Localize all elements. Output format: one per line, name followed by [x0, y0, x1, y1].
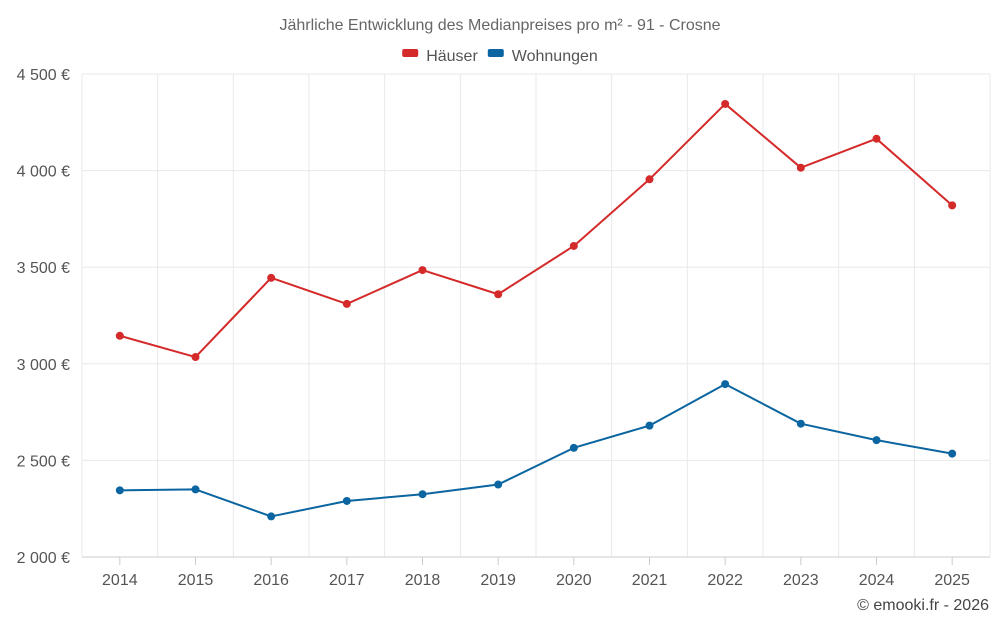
x-tick-label: 2021: [632, 572, 668, 589]
data-point-wohnungen: [267, 512, 276, 521]
x-tick-label: 2018: [405, 572, 441, 589]
x-tick-label: 2025: [934, 572, 970, 589]
x-axis: 2014 2015 2016 2017 2018 2019 2020 2021 2022 2023…: [82, 556, 990, 589]
data-point-häuser: [796, 163, 805, 172]
data-point-wohnungen: [115, 486, 124, 495]
series-wohnungen: [115, 380, 957, 521]
legend-swatch: [402, 49, 419, 57]
x-tick-label: 2020: [556, 572, 592, 589]
data-point-wohnungen: [418, 490, 427, 499]
series-layer: [115, 99, 957, 521]
series-häuser: [115, 99, 957, 362]
series-line-wohnungen: [119, 383, 953, 518]
data-point-häuser: [721, 99, 730, 108]
data-point-häuser: [872, 134, 881, 143]
x-tick-label: 2015: [178, 572, 214, 589]
y-tick-label: 4 000 €: [17, 164, 70, 181]
x-tick-label: 2019: [480, 572, 516, 589]
series-line-häuser: [119, 102, 953, 359]
data-point-häuser: [494, 290, 503, 299]
grid: [81, 73, 991, 557]
x-tick-label: 2024: [859, 572, 895, 589]
y-tick-label: 3 000 €: [17, 357, 70, 374]
y-tick-label: 2 500 €: [17, 453, 70, 470]
data-point-häuser: [191, 353, 200, 362]
data-point-häuser: [569, 241, 578, 250]
y-tick-label: 4 500 €: [17, 67, 70, 84]
legend-label: Häuser: [426, 48, 478, 65]
credit-text: © emooki.fr - 2026: [857, 597, 989, 614]
data-point-wohnungen: [796, 419, 805, 428]
data-point-wohnungen: [872, 436, 881, 445]
y-tick-label: 3 500 €: [17, 260, 70, 277]
legend: Häuser Wohnungen: [402, 48, 598, 65]
data-point-wohnungen: [721, 380, 730, 389]
x-tick-label: 2017: [329, 572, 365, 589]
data-point-wohnungen: [948, 449, 957, 458]
x-tick-label: 2016: [253, 572, 289, 589]
data-point-wohnungen: [191, 485, 200, 494]
y-tick-label: 2 000 €: [17, 550, 70, 567]
data-point-häuser: [115, 331, 124, 340]
data-point-häuser: [948, 201, 957, 210]
legend-swatch: [487, 49, 504, 57]
data-point-häuser: [342, 299, 351, 308]
legend-item: Häuser: [402, 48, 478, 65]
x-tick-label: 2023: [783, 572, 819, 589]
x-tick-label: 2022: [707, 572, 743, 589]
data-point-wohnungen: [494, 480, 503, 489]
chart-title: Jährliche Entwicklung des Medianpreises …: [279, 17, 720, 34]
data-point-häuser: [418, 266, 427, 275]
legend-item: Wohnungen: [487, 48, 598, 65]
data-point-häuser: [645, 175, 654, 184]
data-point-wohnungen: [645, 421, 654, 430]
data-point-wohnungen: [342, 496, 351, 505]
data-point-wohnungen: [569, 443, 578, 452]
x-tick-label: 2014: [102, 572, 138, 589]
data-point-häuser: [267, 273, 276, 282]
legend-label: Wohnungen: [512, 48, 598, 65]
y-axis: 2 000 € 2 500 € 3 000 € 3 500 € 4 000 € 4 500…: [17, 67, 70, 567]
